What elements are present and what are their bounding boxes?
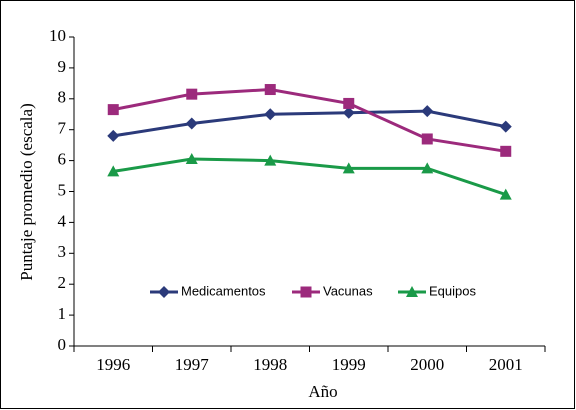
- y-axis-label: Puntaje promedio (escala): [17, 103, 36, 281]
- legend-label: Equipos: [429, 283, 476, 298]
- data-point: [107, 129, 120, 142]
- legend-label: Vacunas: [323, 283, 373, 298]
- data-point: [264, 84, 276, 96]
- y-tick-label: 3: [58, 242, 67, 261]
- x-axis-label: Año: [308, 382, 337, 401]
- x-tick-label: 1999: [332, 355, 366, 374]
- y-tick-label: 9: [58, 57, 67, 76]
- legend-label: Medicamentos: [181, 283, 266, 298]
- y-tick-label: 8: [58, 88, 67, 107]
- data-point: [421, 105, 434, 118]
- data-point: [264, 154, 277, 166]
- y-tick-label: 1: [58, 304, 67, 323]
- x-tick-label: 1998: [253, 355, 287, 374]
- x-tick-label: 2000: [410, 355, 444, 374]
- series-line: [113, 109, 507, 138]
- data-point: [107, 104, 119, 116]
- data-point: [421, 133, 433, 145]
- x-tick-label: 1997: [175, 355, 210, 374]
- y-tick-label: 0: [58, 335, 67, 354]
- legend-marker: [300, 286, 312, 298]
- data-point: [499, 188, 512, 200]
- data-point: [186, 88, 198, 100]
- y-tick-label: 7: [58, 119, 67, 138]
- y-tick-label: 2: [58, 273, 67, 292]
- data-point: [342, 106, 355, 119]
- y-tick-label: 5: [58, 180, 67, 199]
- y-tick-label: 6: [58, 150, 67, 169]
- data-point: [499, 120, 512, 133]
- y-tick-label: 4: [58, 211, 67, 230]
- series-line: [112, 88, 506, 153]
- data-point: [185, 153, 198, 165]
- data-point: [421, 162, 434, 174]
- legend-marker: [158, 286, 170, 298]
- data-point: [185, 117, 198, 130]
- y-tick-label: 10: [49, 26, 66, 45]
- x-tick-label: 1996: [96, 355, 130, 374]
- data-point: [342, 162, 355, 174]
- data-point: [500, 145, 512, 157]
- data-point: [343, 97, 355, 109]
- legend-marker: [406, 286, 418, 297]
- series-line: [113, 157, 507, 197]
- x-tick-label: 2001: [489, 355, 523, 374]
- data-point: [264, 108, 277, 121]
- data-point: [107, 165, 120, 177]
